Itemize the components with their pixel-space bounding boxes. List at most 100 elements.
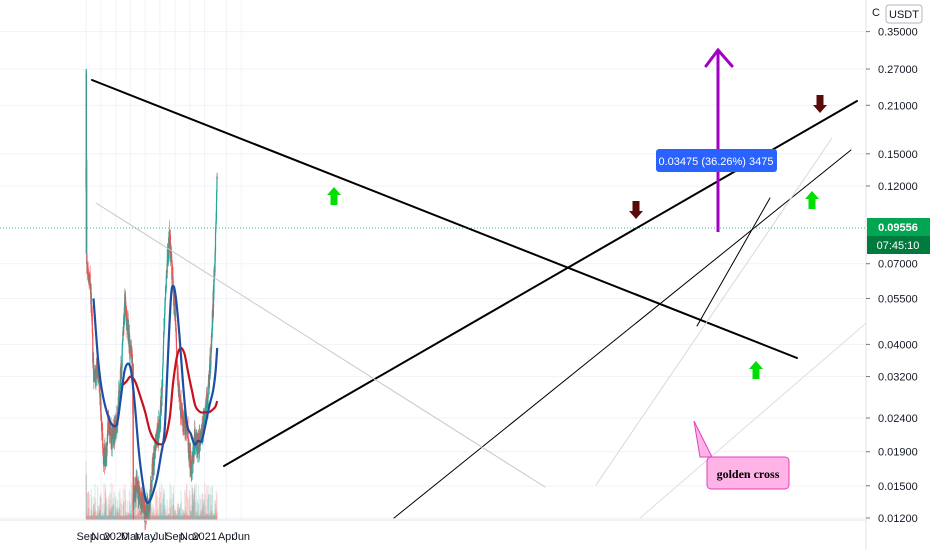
golden-cross-callout[interactable]: golden cross: [693, 420, 790, 490]
volume-bar: [163, 508, 165, 520]
volume-bar: [160, 511, 162, 520]
volume-bar: [158, 515, 161, 520]
volume-bar: [87, 508, 89, 520]
volume-bar: [154, 515, 156, 520]
volume-bar: [198, 515, 201, 520]
volume-bar: [110, 493, 112, 520]
volume-bar: [124, 484, 126, 520]
volume-bar: [98, 509, 100, 520]
candle-body: [141, 492, 143, 499]
volume-bar: [200, 509, 202, 520]
volume-bar: [116, 510, 118, 520]
volume-bar: [112, 503, 114, 520]
volume-bar: [127, 515, 129, 520]
volume-bar: [177, 515, 179, 520]
volume-bar: [202, 499, 204, 520]
candle-body: [149, 491, 151, 504]
volume-bar: [133, 509, 135, 520]
measure-label[interactable]: 0.03475 (36.26%) 3475: [656, 149, 777, 172]
volume-bar: [170, 508, 172, 520]
volume-bar: [164, 489, 166, 520]
volume-bar: [130, 482, 132, 520]
volume-bar: [91, 515, 93, 520]
price-tick-label: 0.21000: [878, 100, 918, 112]
volume-bar: [197, 512, 200, 520]
volume-bar: [110, 506, 113, 520]
volume-bar: [111, 510, 113, 520]
candle-body: [151, 463, 153, 483]
volume-bar: [137, 513, 139, 520]
volume-bar: [100, 515, 103, 520]
candle-body: [216, 190, 218, 202]
volume-bar: [185, 511, 187, 520]
volume-bar: [189, 494, 191, 520]
volume-bar: [95, 515, 97, 520]
drawings: 0.03475 (36.26%) 3475 golden cross: [0, 47, 873, 519]
volume-bar: [113, 492, 115, 520]
volume-bar: [98, 506, 100, 520]
volume-bar: [178, 503, 180, 520]
candle-body: [202, 411, 204, 437]
volume-bar: [112, 505, 114, 520]
candle-body: [129, 335, 131, 350]
candle-body: [163, 331, 165, 346]
volume-bar: [161, 483, 163, 520]
volume-bar: [208, 515, 210, 520]
volume-bar: [93, 515, 95, 520]
currency-badge-label: USDT: [889, 9, 919, 21]
volume-bar: [136, 484, 138, 520]
volume-bar: [131, 484, 133, 520]
volume-bar: [137, 511, 139, 520]
volume-bar: [216, 512, 218, 520]
volume-bar: [172, 485, 175, 520]
steep-support-line: [696, 197, 771, 327]
volume-bar: [92, 514, 94, 520]
volume-bar: [172, 495, 174, 520]
volume-bar: [124, 513, 127, 520]
volume-bar: [181, 513, 184, 520]
volume-bar: [175, 515, 177, 520]
price-tick-label: 0.04000: [878, 339, 918, 351]
volume-bar: [195, 482, 197, 520]
candle-body: [162, 356, 164, 366]
volume-bar: [182, 515, 184, 520]
volume-bar: [151, 513, 153, 520]
current-price-badge: [867, 218, 930, 236]
candle-body: [208, 370, 211, 388]
volume-bar: [86, 493, 88, 520]
volume-bar: [108, 509, 110, 520]
volume-bar: [180, 513, 182, 520]
volume-bars: [85, 461, 218, 520]
volume-bar: [137, 514, 139, 520]
volume-bar: [209, 486, 211, 520]
volume-bar: [116, 508, 118, 520]
candle-body: [159, 406, 162, 429]
candle-body: [162, 368, 164, 388]
volume-bar: [190, 510, 192, 520]
volume-bar: [94, 484, 96, 520]
volume-bar: [113, 504, 115, 520]
volume-bar: [118, 515, 120, 520]
volume-bar: [205, 515, 207, 520]
volume-bar: [98, 512, 100, 520]
countdown-badge: [867, 236, 930, 254]
volume-bar: [183, 512, 185, 520]
volume-bar: [126, 515, 128, 520]
candle-body: [181, 409, 184, 419]
volume-bar: [181, 515, 183, 520]
candle-body: [170, 249, 172, 255]
currency-badge[interactable]: [885, 4, 923, 24]
candle-body: [152, 460, 155, 476]
volume-bar: [185, 515, 187, 520]
price-tick-label: 0.27000: [878, 64, 918, 76]
candle-body: [102, 448, 104, 453]
volume-bar: [152, 506, 154, 520]
candle-body: [100, 413, 102, 416]
volume-bar: [153, 508, 155, 520]
volume-bar: [188, 515, 191, 520]
volume-bar: [165, 510, 167, 520]
faint-ascending-line-upper: [595, 137, 833, 486]
candle-body: [143, 495, 145, 505]
